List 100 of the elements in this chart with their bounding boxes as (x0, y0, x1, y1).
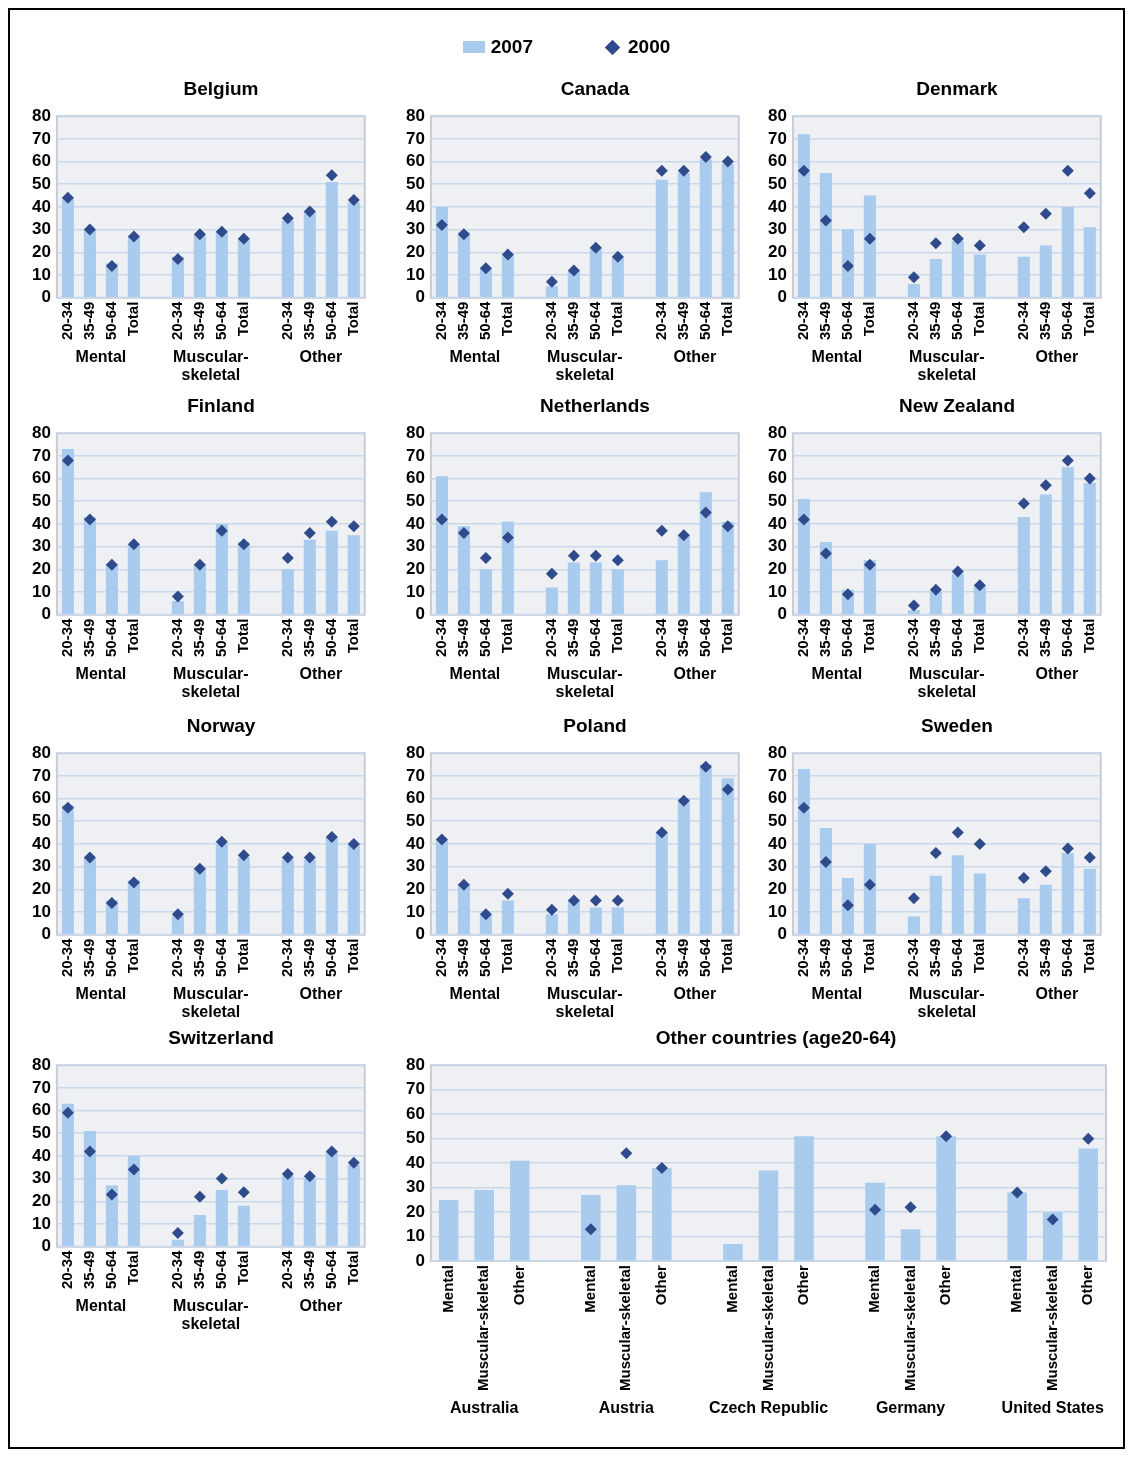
bar (479, 569, 492, 614)
y-tick-label: 60 (31, 1100, 51, 1120)
point (281, 551, 294, 564)
point (611, 250, 624, 263)
bar (797, 769, 810, 934)
y-tick-label: 60 (31, 468, 51, 488)
bar (281, 859, 294, 934)
bar (951, 573, 964, 614)
point (797, 164, 810, 177)
bar (545, 286, 558, 297)
y-tick-label: 20 (767, 558, 787, 578)
point (973, 837, 986, 850)
bar (237, 1205, 250, 1246)
text: Mental (449, 665, 501, 683)
point (193, 1190, 206, 1203)
chart-title: Other countries (age20-64) (654, 1027, 898, 1049)
bar (797, 134, 810, 297)
bar (699, 492, 712, 614)
point (479, 551, 492, 564)
y-tick-label: 20 (31, 241, 51, 261)
bar (303, 211, 316, 297)
text: Muscular-skeletal (173, 348, 249, 384)
legend-label: 2000 (628, 36, 671, 58)
y-tick-label: 20 (405, 241, 425, 261)
point (303, 1170, 316, 1183)
legend-label: 2007 (490, 36, 533, 58)
bar (457, 884, 470, 934)
x-tick-label: 35-49 (563, 938, 581, 978)
bar (325, 837, 338, 934)
x-tick-label: Total (1079, 301, 1097, 337)
x-tick-label: 20-34 (58, 617, 76, 658)
text: Other (673, 348, 717, 366)
y-tick-label: 50 (31, 810, 51, 830)
point (347, 520, 360, 533)
point (215, 524, 228, 537)
y-tick-label: 80 (767, 105, 787, 125)
bar (457, 231, 470, 297)
x-tick-label: Total (343, 301, 361, 337)
y-tick-label: 10 (405, 581, 425, 601)
x-tick-label: 50-64 (102, 937, 120, 978)
x-tick-label: 50-64 (695, 937, 713, 978)
point (620, 1147, 633, 1160)
bar (677, 172, 690, 297)
point (589, 241, 602, 254)
point (61, 191, 74, 204)
point (171, 590, 184, 603)
point (1061, 842, 1074, 855)
point (611, 554, 624, 567)
bar (951, 855, 964, 934)
text: Mental (75, 348, 127, 366)
y-tick-label: 40 (31, 1145, 51, 1165)
point (61, 1106, 74, 1119)
x-tick-label: 20-34 (904, 300, 921, 341)
y-tick-label: 80 (405, 422, 425, 442)
point (237, 1186, 250, 1199)
x-tick-label: 50-64 (1057, 937, 1075, 978)
y-tick-label: 10 (767, 581, 787, 601)
bar (1078, 1148, 1099, 1261)
x-tick-label: 35-49 (299, 618, 317, 658)
point (435, 833, 448, 846)
bar (721, 521, 734, 614)
point (841, 899, 854, 912)
x-tick-label: Total (1079, 938, 1097, 974)
y-tick-label: 10 (31, 901, 51, 921)
x-tick-label: Total (498, 938, 516, 974)
bar (171, 1239, 184, 1246)
x-tick-label: Total (498, 301, 516, 337)
y-tick-label: 20 (405, 558, 425, 578)
y-tick-label: 20 (767, 878, 787, 898)
y-tick-label: 50 (767, 173, 787, 193)
x-tick-label: Muscular-skeletal (1042, 1265, 1060, 1391)
point (325, 515, 338, 528)
y-tick-label: 40 (767, 513, 787, 533)
x-tick-label: 20-34 (651, 937, 669, 978)
x-tick-label: 50-64 (476, 617, 494, 658)
bar (841, 229, 854, 297)
y-tick-label: 60 (767, 151, 787, 171)
y-tick-label: 10 (31, 1213, 51, 1233)
x-tick-label: 35-49 (673, 938, 691, 978)
x-tick-label: 20-34 (1013, 937, 1031, 978)
bar (797, 498, 810, 614)
y-tick-label: 20 (31, 558, 51, 578)
bar (237, 238, 250, 297)
point (655, 524, 668, 537)
x-tick-label: Muscular-skeletal (900, 1265, 918, 1391)
text: Muscular-skeletal (909, 985, 985, 1021)
y-tick-label: 80 (405, 1054, 425, 1074)
y-tick-label: 0 (415, 604, 425, 624)
point (545, 903, 558, 916)
x-tick-label: 35-49 (80, 1250, 98, 1290)
x-tick-label: 50-64 (947, 617, 965, 658)
y-tick-label: 10 (405, 901, 425, 921)
bar (127, 1155, 140, 1246)
bar (589, 907, 602, 934)
x-tick-label: 50-64 (585, 617, 603, 658)
text: Mental (75, 665, 127, 683)
x-tick-label: Total (607, 938, 625, 974)
point (171, 908, 184, 921)
bar (215, 843, 228, 934)
x-tick-label: 50-64 (211, 300, 229, 341)
